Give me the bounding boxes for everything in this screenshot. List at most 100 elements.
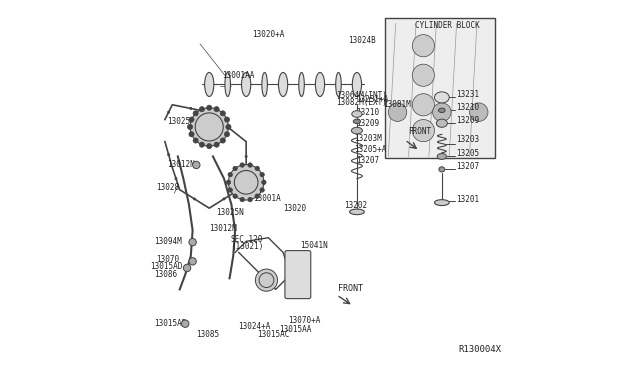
Text: FRONT: FRONT — [408, 127, 432, 136]
Circle shape — [223, 198, 225, 201]
Ellipse shape — [278, 73, 288, 96]
Text: 13209: 13209 — [356, 119, 380, 128]
Circle shape — [470, 103, 488, 121]
Circle shape — [388, 103, 407, 121]
Text: (13021): (13021) — [232, 242, 264, 251]
Text: 13024B: 13024B — [348, 36, 376, 45]
Text: 13086: 13086 — [155, 270, 178, 279]
Text: 13085: 13085 — [196, 330, 220, 339]
Circle shape — [189, 132, 194, 137]
Ellipse shape — [435, 200, 449, 206]
Circle shape — [228, 164, 264, 200]
Text: FRONT: FRONT — [338, 284, 363, 293]
Circle shape — [226, 180, 230, 185]
Circle shape — [195, 113, 223, 141]
Circle shape — [255, 166, 259, 171]
Text: 13209: 13209 — [456, 116, 480, 125]
Circle shape — [255, 269, 278, 291]
Text: 13231: 13231 — [456, 90, 480, 99]
Circle shape — [262, 180, 266, 185]
Text: 13202: 13202 — [344, 201, 367, 210]
Circle shape — [199, 107, 204, 112]
Ellipse shape — [225, 73, 230, 96]
Circle shape — [248, 163, 252, 167]
Circle shape — [189, 117, 194, 122]
Text: 13205+A: 13205+A — [355, 145, 387, 154]
Ellipse shape — [352, 73, 362, 96]
Text: 13020+A: 13020+A — [252, 30, 284, 39]
Text: 13064M(INT): 13064M(INT) — [337, 91, 387, 100]
Circle shape — [220, 138, 225, 143]
Circle shape — [188, 124, 193, 129]
Text: 13020: 13020 — [283, 203, 306, 213]
Circle shape — [207, 105, 212, 110]
Circle shape — [233, 166, 237, 171]
Text: 13070: 13070 — [156, 254, 180, 264]
Circle shape — [244, 155, 248, 158]
Bar — [385, 18, 495, 158]
Text: 13207: 13207 — [356, 156, 380, 166]
Ellipse shape — [241, 73, 251, 96]
Circle shape — [225, 117, 230, 122]
Circle shape — [189, 107, 192, 110]
Ellipse shape — [349, 209, 364, 215]
Text: 13015AD: 13015AD — [150, 262, 182, 271]
Text: 13015AA: 13015AA — [280, 326, 312, 334]
Circle shape — [433, 103, 451, 121]
Circle shape — [259, 273, 274, 288]
Circle shape — [226, 125, 229, 128]
Circle shape — [260, 172, 264, 177]
Circle shape — [184, 264, 191, 272]
Text: 13231+A: 13231+A — [356, 95, 388, 104]
Text: 13024+A: 13024+A — [238, 322, 271, 331]
Circle shape — [226, 124, 231, 129]
Circle shape — [240, 163, 244, 167]
Text: 15041N: 15041N — [300, 241, 328, 250]
Ellipse shape — [316, 73, 324, 96]
Text: 13028: 13028 — [156, 183, 179, 192]
Text: 13081M: 13081M — [383, 100, 412, 109]
Circle shape — [412, 35, 435, 57]
Circle shape — [412, 94, 435, 116]
Text: 13070+A: 13070+A — [289, 316, 321, 325]
Ellipse shape — [435, 92, 449, 103]
Circle shape — [214, 107, 219, 112]
Text: R130004X: R130004X — [458, 345, 502, 354]
Circle shape — [167, 153, 170, 156]
Circle shape — [241, 179, 244, 182]
Text: 13001A: 13001A — [253, 195, 282, 203]
Circle shape — [199, 142, 204, 147]
Circle shape — [214, 142, 219, 147]
FancyBboxPatch shape — [285, 251, 311, 299]
Text: 13015AC: 13015AC — [257, 330, 290, 339]
Text: 13205: 13205 — [456, 149, 480, 158]
Circle shape — [260, 188, 264, 192]
Text: 13025NA: 13025NA — [167, 117, 199, 126]
Circle shape — [240, 198, 244, 202]
Ellipse shape — [262, 73, 268, 96]
Circle shape — [182, 320, 189, 327]
Text: 13012M: 13012M — [209, 224, 237, 233]
Circle shape — [220, 111, 225, 116]
Text: 13210: 13210 — [456, 103, 480, 112]
Circle shape — [228, 188, 232, 192]
Circle shape — [412, 119, 435, 142]
Text: CYLINDER BLOCK: CYLINDER BLOCK — [415, 21, 480, 30]
Circle shape — [255, 194, 259, 198]
Ellipse shape — [438, 108, 445, 112]
Text: 13015AB: 13015AB — [155, 319, 187, 328]
Circle shape — [228, 172, 232, 177]
Text: SEC.120: SEC.120 — [230, 235, 263, 244]
Text: 13012N: 13012N — [167, 160, 195, 170]
Ellipse shape — [437, 154, 447, 160]
Ellipse shape — [205, 73, 214, 96]
Circle shape — [189, 238, 196, 246]
Circle shape — [234, 170, 258, 194]
Circle shape — [233, 194, 237, 198]
Text: 13082M(EXT): 13082M(EXT) — [337, 99, 387, 108]
Circle shape — [225, 132, 230, 137]
Ellipse shape — [336, 73, 341, 96]
Text: 13001AA: 13001AA — [222, 71, 255, 80]
Ellipse shape — [436, 119, 447, 127]
Text: 13210: 13210 — [356, 108, 380, 117]
